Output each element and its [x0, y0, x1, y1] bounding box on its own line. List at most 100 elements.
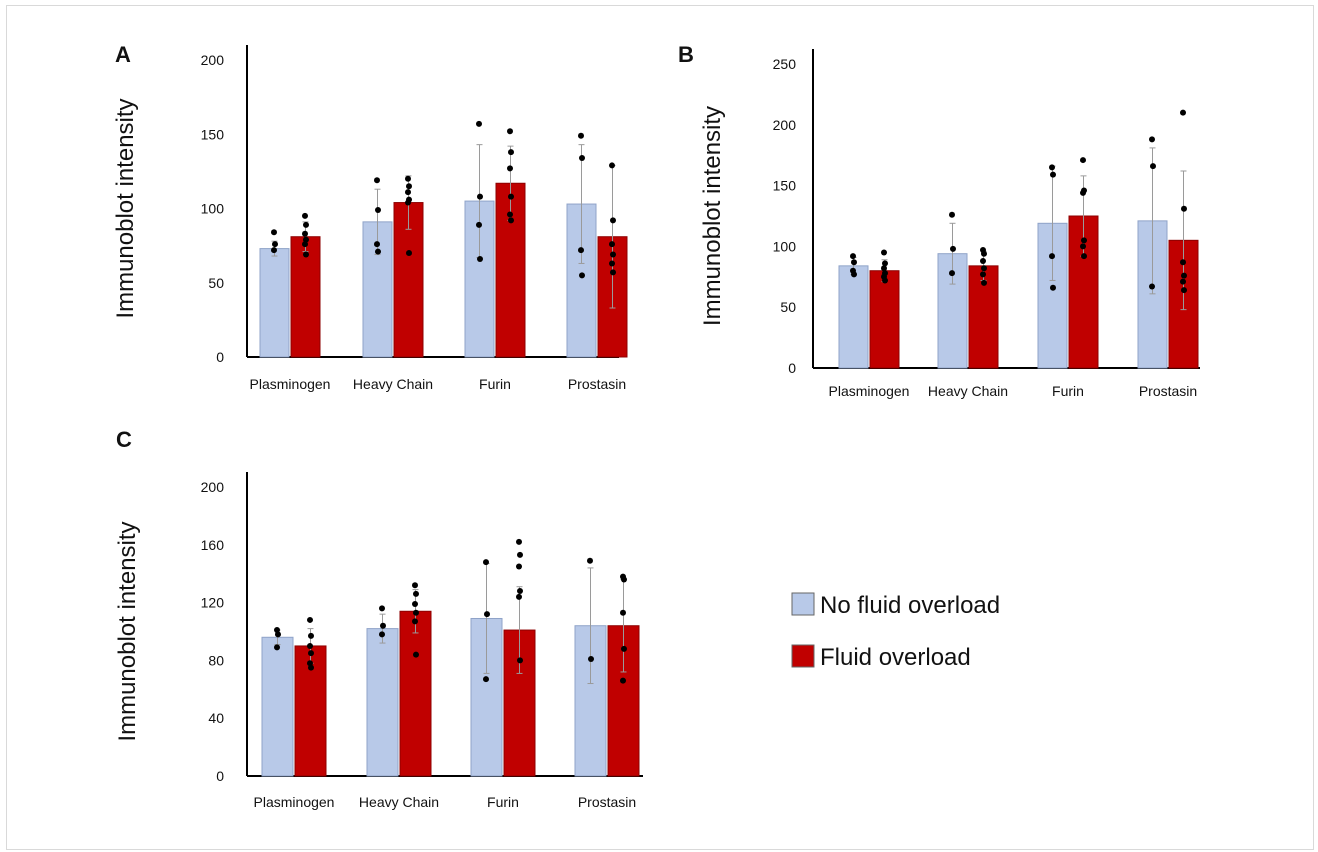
legend-swatch-no-fluid-overload: [791, 592, 815, 616]
x-tick-label-b-plasminogen: Plasminogen: [829, 383, 910, 399]
panel-letter-a: A: [115, 42, 131, 67]
data-point-a-fluid-overload-heavy-chain: [405, 189, 411, 196]
panel-letter-c: C: [116, 427, 132, 452]
legend: No fluid overload Fluid overload: [791, 592, 1000, 671]
data-point-b-fluid-overload-heavy-chain: [981, 250, 987, 257]
data-point-b-fluid-overload-furin: [1081, 237, 1087, 244]
x-tick-label-b-heavy-chain: Heavy Chain: [928, 383, 1008, 399]
data-point-a-fluid-overload-furin: [507, 211, 513, 218]
x-tick-label-b-furin: Furin: [1052, 383, 1084, 399]
data-point-b-no-fluid-overload-heavy-chain: [949, 270, 955, 277]
x-tick-label-c-plasminogen: Plasminogen: [254, 794, 335, 810]
panel-a: A Immunoblot intensity 0 50 100 150 200 Plasmin…: [112, 42, 628, 392]
data-point-c-fluid-overload-heavy-chain: [413, 609, 419, 616]
data-point-a-no-fluid-overload-heavy-chain: [374, 241, 380, 248]
data-point-c-fluid-overload-prostasin: [620, 609, 626, 616]
y-tick-label-c: 160: [201, 537, 225, 553]
y-tick-label-c: 40: [208, 710, 224, 726]
data-point-b-fluid-overload-heavy-chain: [980, 271, 986, 278]
data-point-a-no-fluid-overload-furin: [476, 120, 482, 127]
data-point-b-fluid-overload-heavy-chain: [981, 265, 987, 272]
data-point-b-fluid-overload-heavy-chain: [980, 257, 986, 264]
data-point-c-fluid-overload-furin: [516, 538, 522, 545]
x-tick-label-a-furin: Furin: [479, 376, 511, 392]
panel-b: B Immunoblot intensity 0 50 100 150 200 250 Plas…: [678, 42, 1200, 399]
data-point-c-no-fluid-overload-furin: [483, 676, 489, 683]
data-point-a-fluid-overload-prostasin: [610, 217, 616, 224]
data-point-a-no-fluid-overload-prostasin: [578, 247, 584, 254]
data-point-a-fluid-overload-prostasin: [610, 251, 616, 258]
y-tick-label-b: 150: [773, 178, 797, 194]
data-point-c-fluid-overload-prostasin: [621, 576, 627, 583]
data-point-b-fluid-overload-furin: [1080, 243, 1086, 250]
x-tick-label-a-prostasin: Prostasin: [568, 376, 626, 392]
y-tick-label-b: 250: [773, 56, 797, 72]
data-point-b-fluid-overload-furin: [1080, 157, 1086, 164]
data-point-a-fluid-overload-heavy-chain: [406, 183, 412, 190]
data-point-c-fluid-overload-prostasin: [620, 677, 626, 684]
data-point-a-no-fluid-overload-furin: [476, 221, 482, 228]
data-point-a-fluid-overload-plasminogen: [302, 230, 308, 237]
data-point-b-no-fluid-overload-plasminogen: [851, 271, 857, 278]
data-point-a-no-fluid-overload-furin: [477, 193, 483, 200]
data-point-b-fluid-overload-plasminogen: [882, 277, 888, 284]
data-point-c-fluid-overload-heavy-chain: [412, 618, 418, 625]
data-point-a-no-fluid-overload-prostasin: [579, 155, 585, 162]
bar-a-fluid-overload-heavy-chain: [393, 202, 424, 358]
data-point-a-fluid-overload-plasminogen: [303, 251, 309, 258]
x-tick-label-a-plasminogen: Plasminogen: [250, 376, 331, 392]
data-point-b-fluid-overload-prostasin: [1180, 278, 1186, 285]
legend-label-no-fluid-overload: No fluid overload: [820, 592, 1000, 619]
data-point-a-no-fluid-overload-heavy-chain: [375, 206, 381, 213]
data-point-a-fluid-overload-prostasin: [610, 269, 616, 276]
data-point-a-fluid-overload-furin: [508, 193, 514, 200]
y-axis-title-b: Immunoblot intensity: [699, 106, 726, 326]
data-point-c-no-fluid-overload-heavy-chain: [380, 622, 386, 629]
data-point-a-no-fluid-overload-heavy-chain: [375, 248, 381, 255]
data-point-a-no-fluid-overload-plasminogen: [272, 241, 278, 248]
data-point-c-fluid-overload-heavy-chain: [412, 601, 418, 608]
y-tick-label-a: 150: [201, 126, 225, 142]
data-point-b-no-fluid-overload-plasminogen: [851, 259, 857, 266]
data-point-c-no-fluid-overload-heavy-chain: [379, 631, 385, 638]
y-tick-label-b: 100: [773, 238, 797, 254]
data-point-c-no-fluid-overload-prostasin: [588, 655, 594, 662]
data-point-c-fluid-overload-furin: [517, 588, 523, 595]
data-point-b-fluid-overload-plasminogen: [881, 249, 887, 256]
data-point-c-fluid-overload-furin: [516, 593, 522, 600]
data-point-c-no-fluid-overload-furin: [484, 611, 490, 618]
data-point-c-fluid-overload-plasminogen: [308, 664, 314, 671]
bar-a-no-fluid-overload-plasminogen: [259, 248, 290, 358]
data-point-b-no-fluid-overload-prostasin: [1149, 136, 1155, 143]
data-point-b-no-fluid-overload-prostasin: [1149, 283, 1155, 290]
data-point-c-no-fluid-overload-furin: [483, 559, 489, 566]
data-point-a-no-fluid-overload-prostasin: [579, 272, 585, 279]
data-point-a-fluid-overload-plasminogen: [303, 221, 309, 228]
data-point-a-fluid-overload-prostasin: [609, 260, 615, 267]
bar-b-fluid-overload-plasminogen: [869, 270, 900, 369]
data-point-a-no-fluid-overload-plasminogen: [271, 247, 277, 254]
x-tick-label-c-prostasin: Prostasin: [578, 794, 636, 810]
data-point-b-fluid-overload-prostasin: [1181, 205, 1187, 212]
data-point-c-fluid-overload-plasminogen: [308, 632, 314, 639]
data-point-b-fluid-overload-prostasin: [1181, 272, 1187, 279]
bar-c-no-fluid-overload-plasminogen: [261, 636, 294, 777]
x-tick-label-c-heavy-chain: Heavy Chain: [359, 794, 439, 810]
data-point-b-no-fluid-overload-furin: [1049, 253, 1055, 260]
legend-label-fluid-overload: Fluid overload: [820, 644, 971, 671]
chart-panels: A Immunoblot intensity 0 50 100 150 200 Plasmin…: [112, 42, 1200, 810]
data-point-a-fluid-overload-furin: [507, 128, 513, 135]
data-point-b-no-fluid-overload-prostasin: [1150, 163, 1156, 170]
bar-c-fluid-overload-heavy-chain: [399, 610, 432, 777]
legend-swatch-fluid-overload: [791, 644, 815, 668]
data-point-c-fluid-overload-heavy-chain: [412, 582, 418, 589]
data-point-a-no-fluid-overload-plasminogen: [271, 229, 277, 236]
data-point-c-no-fluid-overload-plasminogen: [274, 644, 280, 651]
data-point-a-fluid-overload-prostasin: [609, 162, 615, 169]
data-point-b-fluid-overload-plasminogen: [882, 260, 888, 267]
data-point-a-fluid-overload-furin: [508, 217, 514, 224]
bar-c-no-fluid-overload-heavy-chain: [366, 628, 399, 777]
data-point-b-fluid-overload-plasminogen: [881, 265, 887, 272]
panel-letter-b: B: [678, 42, 694, 67]
data-point-a-fluid-overload-plasminogen: [302, 241, 308, 248]
